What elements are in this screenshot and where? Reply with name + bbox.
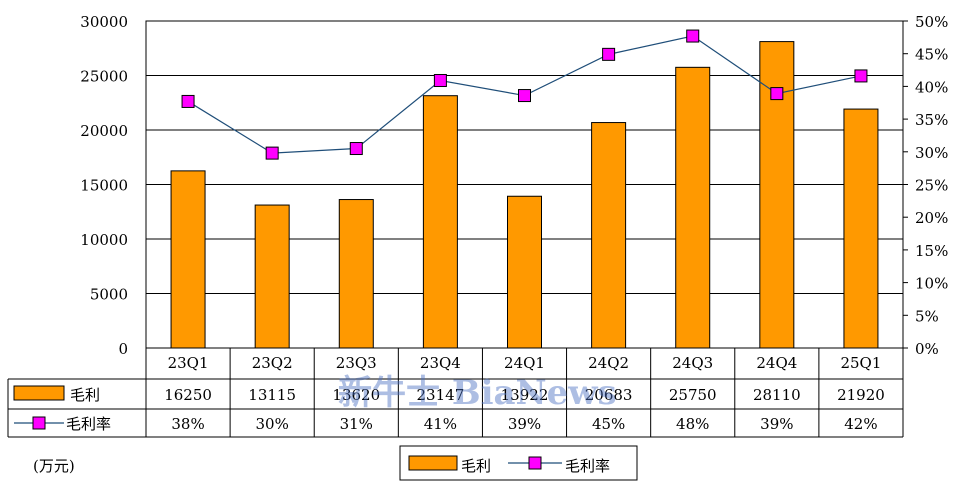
right-tick-label: 20% bbox=[915, 209, 948, 227]
category-label: 23Q4 bbox=[420, 354, 461, 372]
rate-data-label: 30% bbox=[255, 415, 288, 433]
category-label: 25Q1 bbox=[840, 354, 881, 372]
category-label: 23Q2 bbox=[252, 354, 293, 372]
line-series bbox=[181, 29, 868, 160]
category-label: 24Q4 bbox=[756, 354, 797, 372]
right-tick-label: 50% bbox=[915, 13, 948, 31]
left-tick-label: 30000 bbox=[80, 13, 128, 31]
bar-data-label: 25750 bbox=[669, 386, 717, 404]
point-23Q1 bbox=[181, 94, 195, 108]
point-24Q4 bbox=[770, 87, 784, 101]
right-tick-label: 30% bbox=[915, 144, 948, 162]
bar-data-label: 23147 bbox=[417, 386, 465, 404]
right-axis-ticks: 0% 5% 10% 15% 20% 25% 30% 35% 40% 45% 50% bbox=[903, 13, 948, 358]
rate-data-label: 39% bbox=[508, 415, 541, 433]
table-row-name: 毛利 bbox=[70, 386, 100, 404]
point-24Q3 bbox=[686, 29, 700, 43]
category-label: 23Q3 bbox=[336, 354, 377, 372]
bar-24Q2 bbox=[591, 122, 627, 349]
unit-label: (万元) bbox=[33, 457, 75, 475]
bar-data-label: 20683 bbox=[585, 386, 633, 404]
category-label: 23Q1 bbox=[168, 354, 209, 372]
bar-25Q1 bbox=[843, 108, 879, 349]
point-23Q4 bbox=[433, 74, 447, 88]
bar-data-label: 16250 bbox=[164, 386, 212, 404]
legend-bar-label: 毛利 bbox=[461, 457, 491, 475]
category-label: 24Q2 bbox=[588, 354, 629, 372]
right-tick-label: 35% bbox=[915, 111, 948, 129]
left-tick-label: 0 bbox=[118, 340, 128, 358]
bar-data-label: 21920 bbox=[837, 386, 885, 404]
rate-data-label: 42% bbox=[844, 415, 877, 433]
right-tick-label: 45% bbox=[915, 46, 948, 64]
left-tick-label: 25000 bbox=[80, 68, 128, 86]
table-key-marker bbox=[32, 416, 46, 430]
right-tick-label: 0% bbox=[915, 340, 939, 358]
watermark: 新牛士 BiaNews bbox=[338, 373, 617, 413]
point-24Q1 bbox=[518, 89, 531, 103]
bar-data-label: 13115 bbox=[248, 386, 296, 404]
rate-data-label: 48% bbox=[676, 415, 709, 433]
left-tick-label: 15000 bbox=[80, 177, 128, 195]
point-24Q2 bbox=[602, 47, 616, 61]
right-tick-label: 5% bbox=[915, 307, 939, 325]
point-25Q1 bbox=[854, 69, 868, 83]
right-tick-label: 40% bbox=[915, 78, 948, 96]
right-tick-label: 10% bbox=[915, 275, 948, 293]
bar-23Q2 bbox=[254, 204, 290, 349]
bar-data-label: 28110 bbox=[753, 386, 801, 404]
right-tick-label: 15% bbox=[915, 242, 948, 260]
point-23Q2 bbox=[265, 146, 279, 160]
bar-23Q1 bbox=[170, 170, 206, 349]
rate-data-label: 39% bbox=[760, 415, 793, 433]
bar-24Q3 bbox=[675, 66, 711, 349]
legend-bar-swatch bbox=[408, 455, 458, 471]
category-label: 24Q3 bbox=[672, 354, 713, 372]
bar-23Q4 bbox=[422, 95, 458, 349]
left-tick-label: 20000 bbox=[80, 122, 128, 140]
rate-data-label: 45% bbox=[592, 415, 625, 433]
category-label: 24Q1 bbox=[504, 354, 545, 372]
table-key-bar bbox=[13, 385, 65, 401]
point-23Q3 bbox=[349, 142, 363, 156]
rate-data-label: 38% bbox=[171, 415, 204, 433]
legend-line-label: 毛利率 bbox=[565, 457, 610, 475]
table-row-name: 毛利率 bbox=[66, 415, 111, 433]
bar-23Q3 bbox=[338, 199, 374, 349]
data-table: 23Q1 23Q2 23Q3 23Q4 24Q1 24Q2 24Q3 24Q4 25Q1 毛利 16… bbox=[7, 348, 904, 438]
left-tick-label: 10000 bbox=[80, 231, 128, 249]
bar-data-label: 13620 bbox=[332, 386, 380, 404]
legend-marker-swatch bbox=[528, 456, 542, 470]
right-tick-label: 25% bbox=[915, 177, 948, 195]
bar-data-label: 13922 bbox=[501, 386, 549, 404]
left-axis-ticks: 0 5000 10000 15000 20000 25000 30000 bbox=[80, 13, 128, 358]
rate-data-label: 31% bbox=[340, 415, 373, 433]
rate-data-label: 41% bbox=[424, 415, 457, 433]
left-tick-label: 5000 bbox=[90, 286, 128, 304]
bar-24Q1 bbox=[507, 195, 542, 349]
legend: 毛利 毛利率 bbox=[399, 445, 638, 481]
